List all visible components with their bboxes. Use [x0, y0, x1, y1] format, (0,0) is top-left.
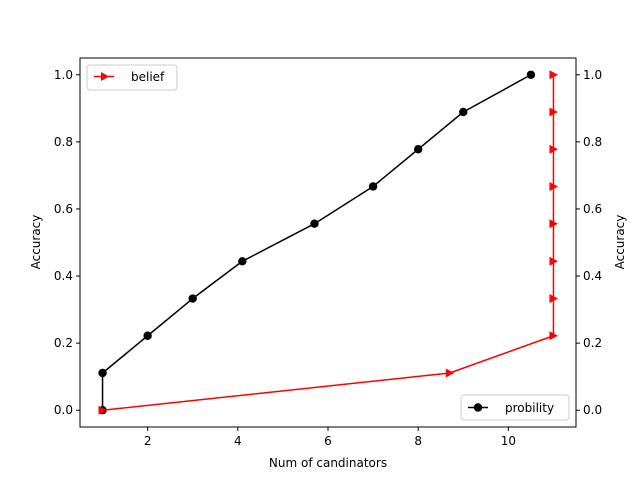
data-point-probility: [143, 331, 152, 340]
data-point-probility: [368, 182, 378, 191]
data-point-probility: [238, 257, 247, 266]
x-tick-label: 8: [414, 434, 422, 448]
data-point-belief: [98, 405, 108, 415]
data-point-belief: [549, 181, 558, 191]
left-y-tick-label: 0.2: [54, 336, 73, 350]
left-y-axis-label: Accuracy: [29, 215, 43, 270]
left-y-tick-label: 0.8: [54, 135, 73, 149]
right-y-tick-label: 0.8: [583, 135, 602, 149]
legend-probility-label: probility: [505, 401, 554, 415]
right-y-axis-label: Accuracy: [613, 215, 627, 270]
left-y-tick-label: 0.6: [54, 202, 73, 216]
data-point-probility: [310, 219, 319, 228]
data-point-belief: [549, 256, 558, 266]
left-y-tick-label: 1.0: [54, 68, 73, 82]
data-point-probility: [459, 107, 468, 117]
legend-probility: probility: [460, 394, 570, 421]
data-point-belief: [549, 144, 558, 154]
legend-probility-box: [460, 394, 570, 421]
legend-belief-label: belief: [131, 70, 165, 84]
data-point-probility: [526, 70, 536, 79]
right-y-tick-label: 1.0: [583, 68, 602, 82]
data-point-belief: [549, 107, 558, 117]
legend-belief-marker: [101, 72, 109, 81]
legend-belief-box: [86, 64, 178, 91]
legend-belief: belief: [86, 64, 178, 91]
x-tick-label: 4: [234, 434, 242, 448]
data-point-probility: [413, 145, 423, 154]
x-tick-label: 2: [144, 434, 152, 448]
left-y-axis-ticks: 0.0 0.2 0.4 0.6 0.8 1.0: [54, 68, 80, 417]
left-y-tick-label: 0.0: [54, 403, 73, 417]
right-y-axis-ticks: 0.0 0.2 0.4 0.6 0.8 1.0: [576, 68, 602, 417]
x-tick-label: 6: [324, 434, 332, 448]
plot-frame: [79, 57, 577, 428]
legend-probility-marker: [473, 403, 483, 412]
left-y-tick-label: 0.4: [54, 269, 73, 283]
data-point-probility: [98, 368, 107, 378]
data-point-belief: [445, 368, 455, 378]
plot-area: [80, 58, 576, 427]
series-layer: [98, 70, 558, 415]
data-point-belief: [549, 70, 558, 80]
data-point-probility: [188, 294, 197, 303]
x-axis-ticks: 2 4 6 8 10: [144, 427, 516, 448]
data-point-belief: [549, 294, 558, 304]
right-y-tick-label: 0.4: [583, 269, 602, 283]
data-point-belief: [549, 331, 558, 341]
data-point-belief: [549, 219, 558, 229]
right-y-tick-label: 0.0: [583, 403, 602, 417]
series-line-probility: [101, 74, 532, 411]
x-axis-label: Num of candinators: [269, 456, 387, 470]
series-line-belief: [102, 74, 555, 411]
x-tick-label: 10: [501, 434, 516, 448]
right-y-tick-label: 0.2: [583, 336, 602, 350]
right-y-tick-label: 0.6: [583, 202, 602, 216]
